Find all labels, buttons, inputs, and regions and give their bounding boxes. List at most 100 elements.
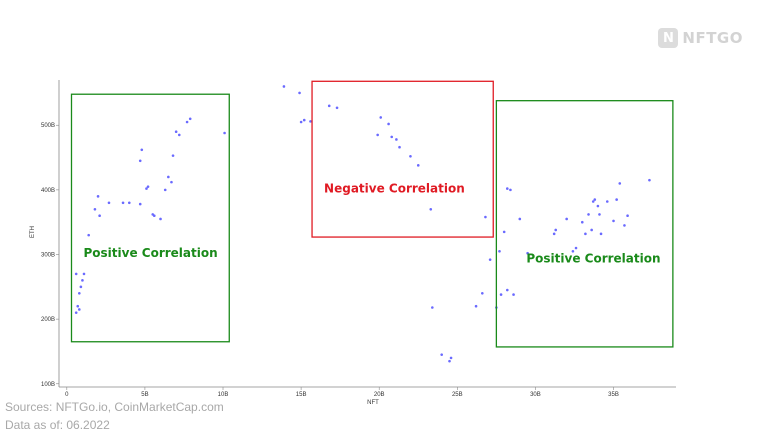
region-label-3: Positive Correlation xyxy=(526,252,660,266)
data-point xyxy=(309,120,312,123)
data-point xyxy=(390,135,394,139)
data-point xyxy=(648,178,651,182)
data-point xyxy=(140,148,144,152)
sources-note: Sources: NFTGo.io, CoinMarketCap.com xyxy=(5,400,224,414)
data-point xyxy=(170,180,173,184)
correlation-regions: Positive Correlation Negative Correlation… xyxy=(70,80,674,348)
x-axis-title: NFT xyxy=(367,400,379,406)
data-point xyxy=(76,304,80,308)
y-tick-label: 300B xyxy=(41,253,55,259)
data-point xyxy=(571,249,575,253)
x-tick-label: 30B xyxy=(530,392,541,398)
data-point xyxy=(488,258,492,261)
data-point xyxy=(298,91,301,95)
data-point xyxy=(584,232,587,236)
data-point xyxy=(512,293,515,296)
data-point xyxy=(376,133,379,137)
y-tick-label: 500B xyxy=(41,123,55,129)
data-point xyxy=(282,85,286,88)
data-point xyxy=(580,220,584,224)
data-point xyxy=(107,201,111,205)
data-point xyxy=(145,187,148,190)
data-point xyxy=(79,285,83,289)
data-point xyxy=(174,130,178,134)
data-point xyxy=(387,122,390,126)
data-point xyxy=(121,201,125,205)
data-point xyxy=(599,232,603,236)
data-point xyxy=(78,291,81,295)
data-point xyxy=(87,233,90,237)
data-point xyxy=(138,202,142,206)
region-label-2: Negative Correlation xyxy=(324,181,465,195)
data-point xyxy=(223,131,226,135)
data-point xyxy=(96,195,100,198)
nftgo-logo-text: NFTGO xyxy=(682,29,743,47)
data-point xyxy=(398,145,401,149)
data-point xyxy=(81,279,84,282)
data-point xyxy=(499,293,503,296)
data-point xyxy=(416,164,420,167)
data-point xyxy=(82,272,86,276)
data-point xyxy=(615,198,618,201)
data-point xyxy=(171,154,175,157)
data-point xyxy=(587,213,590,216)
data-point xyxy=(498,249,501,253)
y-axis-title: ETH xyxy=(30,226,36,238)
data-point xyxy=(74,311,78,314)
x-tick-label: 35B xyxy=(608,392,619,398)
data-point xyxy=(596,204,600,208)
data-point xyxy=(440,353,443,356)
data-point xyxy=(152,214,156,218)
x-tick-label: 15B xyxy=(296,392,307,398)
x-tick-label: 25B xyxy=(452,392,463,398)
data-point xyxy=(431,306,434,309)
x-tick-label: 10B xyxy=(218,392,229,398)
data-as-of-note: Data as of: 06.2022 xyxy=(5,418,110,432)
data-point xyxy=(565,217,568,221)
data-point xyxy=(474,304,478,308)
data-point xyxy=(618,182,622,185)
data-point xyxy=(518,217,522,221)
data-point xyxy=(554,228,558,232)
data-point xyxy=(74,272,78,276)
data-point xyxy=(78,308,81,311)
data-point xyxy=(484,215,487,219)
data-point xyxy=(509,188,512,192)
data-point xyxy=(574,246,578,250)
region-box-3 xyxy=(495,100,674,348)
data-point xyxy=(623,224,626,227)
data-point xyxy=(138,159,142,163)
data-point xyxy=(185,120,189,124)
data-point xyxy=(593,198,597,201)
axes xyxy=(58,80,676,388)
y-tick-label: 200B xyxy=(41,317,55,323)
data-point xyxy=(448,359,451,363)
region-box-1 xyxy=(70,93,230,343)
data-point xyxy=(379,116,383,119)
data-point xyxy=(188,117,192,121)
nftgo-logo-mark: N xyxy=(658,28,679,48)
data-point xyxy=(327,104,331,108)
data-point xyxy=(552,232,556,236)
data-point xyxy=(335,106,339,110)
data-point xyxy=(429,207,433,211)
data-point xyxy=(605,200,609,203)
data-point xyxy=(481,291,484,295)
x-tick-label: 5B xyxy=(141,392,148,398)
data-point xyxy=(167,175,170,179)
data-point xyxy=(598,213,601,216)
data-point xyxy=(626,214,629,218)
data-point xyxy=(449,356,453,360)
data-point xyxy=(506,288,509,292)
region-label-1: Positive Correlation xyxy=(83,246,217,260)
y-axis-ticks: 100B 200B 300B 400B 500B xyxy=(41,123,59,388)
data-point xyxy=(395,138,398,141)
data-point xyxy=(590,228,593,232)
x-tick-label: 20B xyxy=(374,392,385,398)
data-point xyxy=(612,219,615,223)
data-point xyxy=(526,251,529,255)
y-tick-label: 400B xyxy=(41,188,55,194)
region-box-2 xyxy=(311,80,494,238)
data-point xyxy=(502,230,506,234)
